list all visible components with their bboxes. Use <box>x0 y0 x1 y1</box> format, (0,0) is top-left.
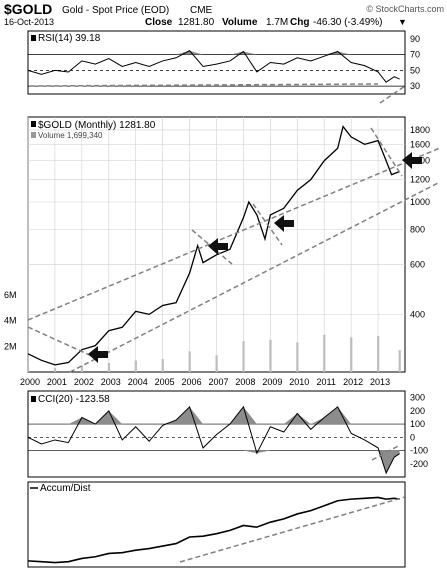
cci-tick-label: 100 <box>410 419 425 429</box>
cci-tick-label: 200 <box>410 406 425 416</box>
volume-value: 1.7M <box>266 17 288 28</box>
rsi-tick-label: 30 <box>410 81 420 91</box>
chart-header: $GOLD Gold - Spot Price (EOD) CME © Stoc… <box>4 1 444 28</box>
arrow-left-icon <box>208 238 228 255</box>
volume-tick-label: 6M <box>4 290 17 300</box>
cci-oversold-fill <box>28 450 400 474</box>
rsi-tick-label: 50 <box>410 65 420 75</box>
arrow-left-icon <box>88 346 108 363</box>
x-tick-label: 2007 <box>208 377 228 387</box>
volume-bar <box>269 339 272 372</box>
rsi-legend-swatch <box>31 35 36 41</box>
volume-bar <box>377 336 380 372</box>
volume-bar <box>53 368 57 372</box>
accum-dist-line <box>27 496 400 564</box>
cci-overbought-fill <box>28 406 400 425</box>
volume-bar <box>323 334 326 372</box>
cci-legend: CCI(20) -123.58 <box>38 394 110 405</box>
close-value: 1281.80 <box>178 17 215 28</box>
x-tick-label: 2011 <box>317 377 336 387</box>
x-tick-label: 2003 <box>101 377 121 387</box>
rsi-support-line <box>29 83 379 87</box>
volume-legend: Volume 1,699,340 <box>38 131 103 140</box>
rsi-panel-frame <box>27 30 406 95</box>
volume-bar <box>80 365 84 372</box>
price-legend: $GOLD (Monthly) 1281.80 <box>38 120 156 131</box>
rsi-legend: RSI(14) 39.18 <box>38 33 101 44</box>
cci-tick-label: 300 <box>410 393 425 403</box>
volume-bar <box>242 341 245 372</box>
price-tick-label: 600 <box>410 260 425 270</box>
watermark: © StockCharts.com <box>366 4 444 14</box>
cci-tick-label: 0 <box>410 432 415 442</box>
exchange-label: CME <box>190 5 213 16</box>
symbol-label: $GOLD <box>4 1 52 17</box>
accum-support-line <box>179 496 406 563</box>
price-tick-label: 1000 <box>410 197 430 207</box>
x-tick-label: 2004 <box>128 377 148 387</box>
price-tick-label: 1800 <box>410 125 430 135</box>
close-label: Close <box>145 17 173 28</box>
x-tick-label: 2012 <box>343 377 363 387</box>
price-tick-label: 1600 <box>410 139 430 149</box>
x-tick-label: 2008 <box>235 377 255 387</box>
legends: RSI(14) 39.18 $GOLD (Monthly) 1281.80 Vo… <box>30 33 156 494</box>
volume-bar <box>27 366 30 372</box>
flag-line-2001 <box>27 326 97 359</box>
price-tick-label: 400 <box>410 309 425 319</box>
volume-bar <box>107 363 110 372</box>
x-tick-label: 2005 <box>155 377 175 387</box>
x-tick-label: 2001 <box>47 377 67 387</box>
flag-line-2012 <box>370 127 403 177</box>
date-label: 16-Oct-2013 <box>4 17 54 27</box>
volume-bar <box>134 360 137 372</box>
cci-line <box>27 405 400 475</box>
instrument-name: Gold - Spot Price (EOD) <box>62 5 169 16</box>
x-tick-label: 2009 <box>262 377 282 387</box>
trend-annotations <box>27 83 441 563</box>
volume-bar <box>296 342 299 372</box>
price-legend-swatch <box>31 121 36 127</box>
cci-tick-label: -200 <box>410 459 428 469</box>
arrow-left-icon <box>274 215 294 232</box>
x-tick-label: 2000 <box>20 377 40 387</box>
channel-lower-line <box>69 181 441 373</box>
x-tick-label: 2010 <box>289 377 309 387</box>
volume-bar <box>188 351 191 372</box>
cci-panel-frame <box>27 390 406 478</box>
flag-line-2008 <box>252 203 283 246</box>
cci-tick-label: -100 <box>410 446 428 456</box>
x-tick-label: 2013 <box>370 377 390 387</box>
volume-tick-label: 4M <box>4 316 17 326</box>
accum-legend: Accum/Dist <box>40 483 91 494</box>
price-grid: 4006008001000120014001600180020002001200… <box>20 117 430 387</box>
pointer-arrows <box>88 152 422 363</box>
volume-label: Volume <box>222 17 258 28</box>
volume-tick-label: 2M <box>4 341 17 351</box>
x-tick-label: 2006 <box>182 377 202 387</box>
volume-bar <box>398 350 401 372</box>
rsi-line <box>27 50 400 83</box>
rsi-overbought-fill <box>28 50 400 55</box>
price-tick-label: 800 <box>410 224 425 234</box>
chg-down-icon: ▼ <box>398 17 407 27</box>
x-tick-label: 2002 <box>74 377 94 387</box>
accum-dist-panel-frame <box>27 481 406 568</box>
cci-breakout-line <box>371 444 401 461</box>
arrow-left-icon <box>402 152 422 169</box>
chg-value: -46.30 (-3.49%) <box>313 17 382 28</box>
rsi-breakout-line <box>379 85 406 104</box>
price-tick-label: 1200 <box>410 175 430 185</box>
chg-label: Chg <box>290 17 309 28</box>
rsi-tick-label: 90 <box>410 34 420 44</box>
volume-bar <box>161 359 164 372</box>
rsi-tick-label: 70 <box>410 50 420 60</box>
volume-bar <box>215 355 218 372</box>
volume-bar <box>350 337 353 372</box>
volume-legend-swatch <box>31 132 36 138</box>
cci-legend-swatch <box>31 396 36 402</box>
channel-upper-line <box>27 147 441 321</box>
volume-bars: 2M 4M 6M <box>4 290 401 372</box>
